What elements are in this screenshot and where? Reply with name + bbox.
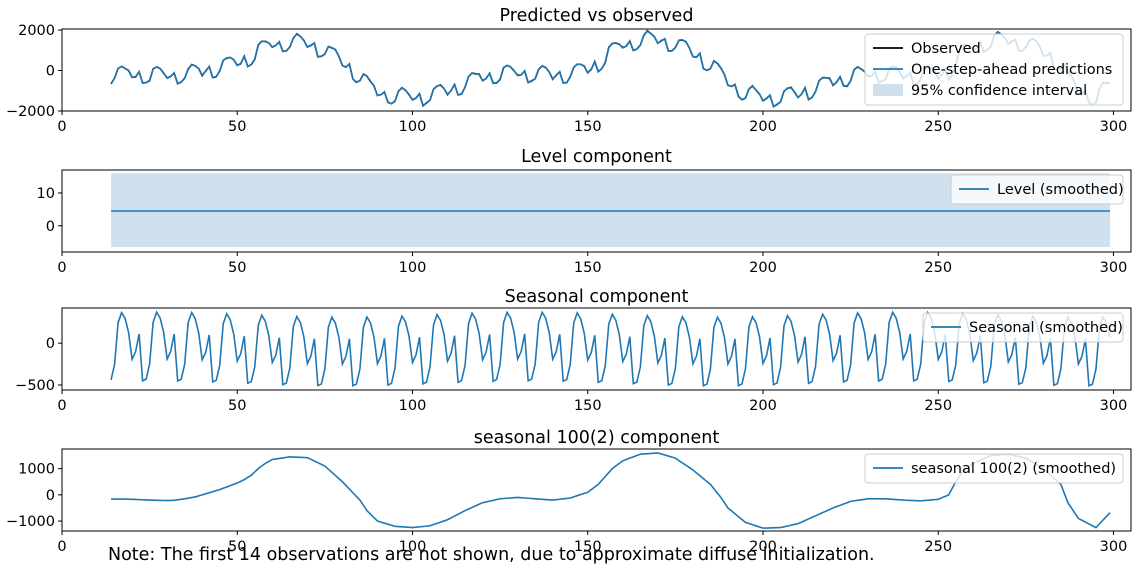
panel-title: Level component [521,147,672,167]
axes-frame [61,169,1132,253]
axes-frame [61,307,1132,391]
x-tick-label: 250 [924,260,952,276]
y-tick-label: −2000 [6,104,55,120]
x-tick-label: 150 [574,119,602,135]
legend: Seasonal (smoothed) [922,312,1124,343]
x-tick-label: 200 [749,260,777,276]
x-tick-label: 200 [749,119,777,135]
panel-2: Level component 0 50 100 150 200 250 300 0 10 Leve… [37,147,1132,276]
y-tick-label: 10 [37,186,55,202]
confidence-band [111,173,1110,248]
panel-1: Predicted vs observed 0 50 100 150 200 250 300 −… [6,6,1132,135]
x-tick-label: 200 [749,539,777,555]
legend: seasonal 100(2) (smoothed) [864,453,1124,484]
y-tick-label: −1000 [6,514,55,530]
x-tick-label: 100 [399,398,427,414]
legend-swatch-band [873,84,903,96]
x-tick-label: 300 [1100,398,1128,414]
y-tick-label: 0 [46,64,55,80]
x-tick-label: 50 [228,539,246,555]
x-tick-label: 50 [228,119,246,135]
x-tick-label: 0 [57,119,66,135]
legend-box [922,312,1124,343]
y-tick-label: −500 [15,378,55,394]
x-tick-label: 150 [574,398,602,414]
x-tick-label: 150 [574,539,602,555]
seasonal-100-line [111,452,1111,529]
x-tick-label: 250 [924,119,952,135]
panel-4: seasonal 100(2) component 0 50 100 150 200 250… [6,428,1132,555]
footnote: Note: The first 14 observations are not … [108,545,875,565]
legend-label: 95% confidence interval [911,83,1087,99]
legend-label: Level (smoothed) [997,182,1124,198]
panel-title: Seasonal component [505,287,689,307]
panel-3: Seasonal component 0 50 100 150 200 250 300 −500… [15,287,1132,414]
y-tick-label: 0 [46,219,55,235]
plot-area [110,310,1111,388]
legend-label: seasonal 100(2) (smoothed) [911,461,1116,477]
x-tick-label: 0 [57,398,66,414]
x-tick-label: 150 [574,260,602,276]
x-tick-label: 250 [924,539,952,555]
legend-box [864,33,1124,106]
x-tick-label: 300 [1100,119,1128,135]
panel-title: seasonal 100(2) component [474,428,720,448]
axes-frame [61,28,1132,112]
plot-area [111,452,1111,529]
x-tick-label: 200 [749,398,777,414]
x-tick-label: 100 [399,260,427,276]
legend-box [950,174,1124,205]
legend: Observed One-step-ahead predictions 95% co… [864,33,1124,106]
x-tick-label: 0 [57,539,66,555]
x-tick-label: 250 [924,398,952,414]
y-tick-label: 2000 [18,23,55,39]
y-tick-label: 0 [46,488,55,504]
panel-title: Predicted vs observed [500,6,694,26]
x-tick-label: 300 [1100,539,1128,555]
legend-label: Seasonal (smoothed) [969,320,1123,336]
legend: Level (smoothed) [950,174,1124,205]
x-tick-label: 50 [228,260,246,276]
x-tick-label: 100 [399,539,427,555]
y-tick-label: 1000 [18,462,55,478]
axes-frame [61,448,1132,532]
x-tick-label: 0 [57,260,66,276]
plot-area [111,173,1110,248]
legend-label: Observed [911,41,981,57]
x-tick-label: 50 [228,398,246,414]
x-tick-label: 300 [1100,260,1128,276]
legend-box [864,453,1124,484]
y-tick-label: 0 [46,336,55,352]
seasonal-line [110,310,1111,388]
legend-label: One-step-ahead predictions [911,62,1112,78]
x-tick-label: 100 [399,119,427,135]
